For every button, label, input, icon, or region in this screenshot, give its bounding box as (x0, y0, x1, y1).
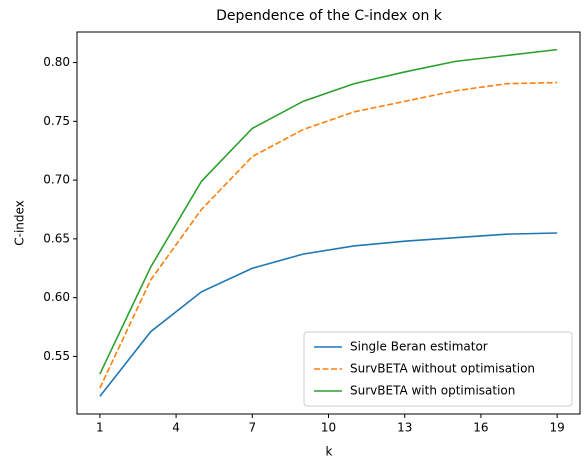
legend-label: SurvBETA without optimisation (350, 362, 535, 376)
x-tick-label: 4 (172, 421, 180, 435)
legend-box (303, 331, 573, 407)
x-tick-label: 7 (248, 421, 256, 435)
legend: Single Beran estimator SurvBETA without o… (303, 331, 573, 407)
x-tick-label: 10 (321, 421, 336, 435)
plot-frame (76, 31, 581, 415)
y-tick-label: 0.55 (43, 349, 70, 363)
x-tick-label: 16 (473, 421, 488, 435)
series-line (99, 232, 558, 397)
series-line (99, 48, 558, 375)
legend-label: Single Beran estimator (350, 340, 488, 354)
x-tick-label: 1 (96, 421, 104, 435)
y-tick-label: 0.65 (43, 231, 70, 245)
chart-title: Dependence of the C-index on k (216, 8, 443, 24)
x-tick-label: 19 (549, 421, 564, 435)
y-tick-label: 0.80 (43, 55, 70, 69)
series-line (99, 81, 558, 389)
y-tick-label: 0.75 (43, 114, 70, 128)
legend-label: SurvBETA with optimisation (350, 384, 515, 398)
y-tick-label: 0.70 (43, 173, 70, 187)
x-tick-label: 13 (397, 421, 412, 435)
y-axis-label: C-index (13, 200, 27, 246)
y-tick-label: 0.60 (43, 290, 70, 304)
x-axis-label: k (326, 445, 333, 459)
